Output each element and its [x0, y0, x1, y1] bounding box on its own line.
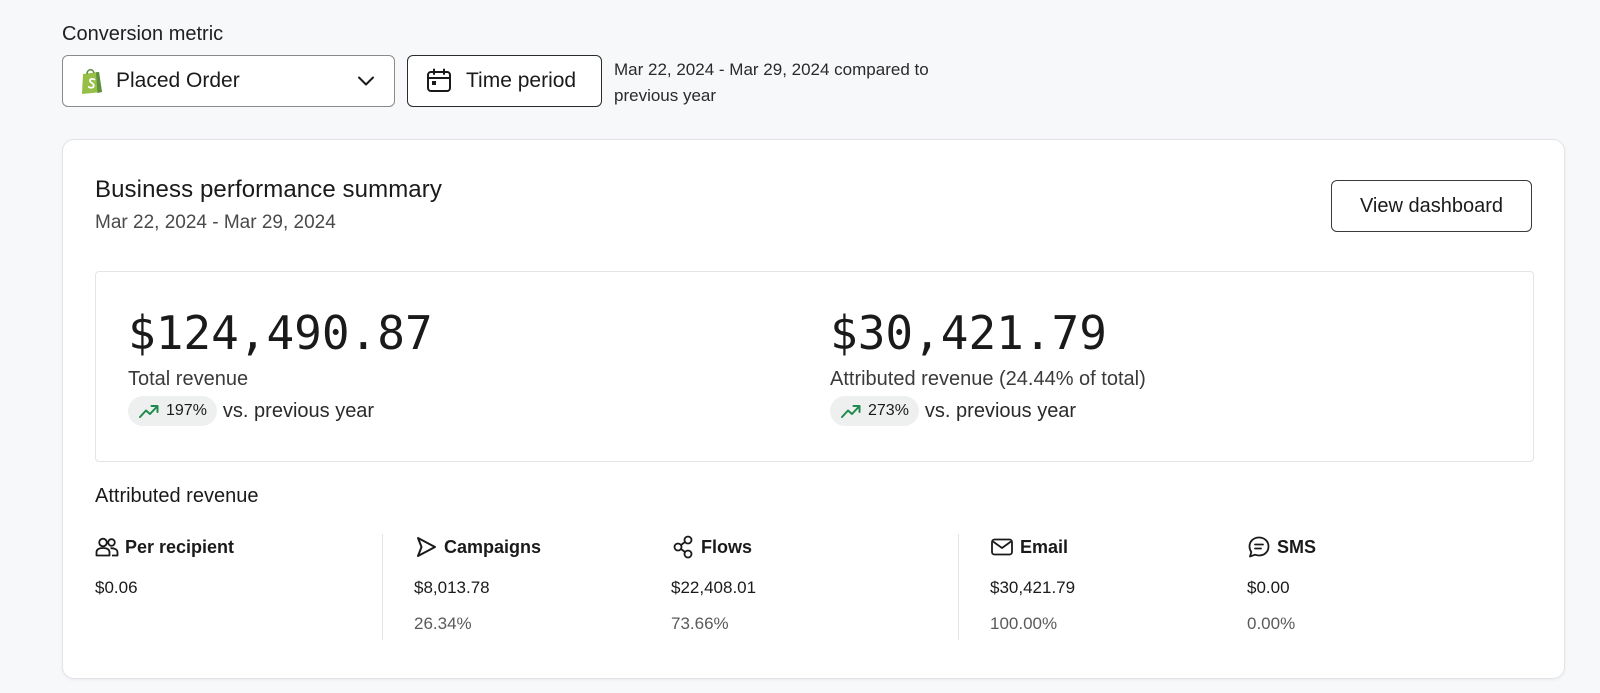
chevron-down-icon — [356, 71, 376, 91]
time-period-label: Time period — [466, 69, 577, 92]
revenue-stats-box: $124,490.87 Total revenue 197% vs. previ… — [95, 271, 1534, 462]
breakdown-percent: 26.34% — [414, 614, 472, 633]
breakdown-value: $0.00 — [1247, 578, 1290, 597]
shopify-bag-icon — [79, 67, 105, 95]
breakdown-percent: 73.66% — [671, 614, 729, 633]
breakdown-label: SMS — [1277, 536, 1317, 557]
mail-icon — [990, 535, 1014, 559]
conversion-metric-select[interactable]: Placed Order — [62, 55, 395, 107]
attributed-revenue-section-title: Attributed revenue — [95, 485, 259, 507]
metric-select-value: Placed Order — [116, 69, 240, 92]
business-performance-card: Business performance summary Mar 22, 202… — [62, 139, 1565, 679]
breakdown-sms: SMS $0.00 0.00% — [1247, 534, 1316, 642]
breakdown-label: Campaigns — [444, 536, 542, 557]
breakdown-email: Email $30,421.79 100.00% — [990, 534, 1075, 642]
sms-icon — [1247, 535, 1271, 559]
comparison-period-text: Mar 22, 2024 - Mar 29, 2024 compared to … — [614, 60, 929, 105]
flows-icon — [671, 535, 695, 559]
attributed-revenue-breakdown: Per recipient $0.06 Campaigns $8,013.78 … — [95, 534, 1534, 642]
breakdown-per-recipient: Per recipient $0.06 — [95, 534, 234, 642]
breakdown-label: Flows — [701, 536, 753, 557]
conversion-metric-label: Conversion metric — [62, 23, 224, 45]
send-icon — [414, 535, 438, 559]
breakdown-percent: 100.00% — [990, 614, 1058, 633]
breakdown-percent: 0.00% — [1247, 614, 1296, 633]
column-divider — [382, 534, 383, 640]
breakdown-campaigns: Campaigns $8,013.78 26.34% — [414, 534, 541, 642]
trending-up-icon — [840, 402, 862, 420]
breakdown-value: $0.06 — [95, 578, 138, 597]
comparison-label: vs. previous year — [222, 399, 375, 422]
total-revenue-label: Total revenue — [128, 368, 249, 390]
time-period-button[interactable]: Time period — [407, 55, 602, 107]
attributed-revenue-label: Attributed revenue (24.44% of total) — [830, 368, 1146, 390]
breakdown-value: $8,013.78 — [414, 578, 490, 597]
column-divider — [958, 534, 959, 640]
total-revenue-change: 197% vs. previous year — [128, 396, 374, 426]
breakdown-flows: Flows $22,408.01 73.66% — [671, 534, 756, 642]
attributed-revenue-change: 273% vs. previous year — [830, 396, 1076, 426]
view-dashboard-button[interactable]: View dashboard — [1331, 180, 1532, 232]
card-title: Business performance summary — [95, 176, 442, 203]
breakdown-label: Per recipient — [125, 536, 235, 557]
comparison-label: vs. previous year — [924, 399, 1077, 422]
breakdown-label: Email — [1020, 536, 1069, 557]
change-badge: 197% — [128, 396, 217, 426]
total-revenue-amount: $124,490.87 — [128, 306, 433, 360]
users-icon — [95, 535, 119, 559]
attributed-revenue-amount: $30,421.79 — [830, 306, 1107, 360]
card-date-range: Mar 22, 2024 - Mar 29, 2024 — [95, 212, 336, 233]
change-percent: 273% — [868, 402, 909, 419]
calendar-icon — [426, 68, 452, 94]
trending-up-icon — [138, 402, 160, 420]
breakdown-value: $22,408.01 — [671, 578, 757, 597]
change-percent: 197% — [166, 402, 207, 419]
change-badge: 273% — [830, 396, 919, 426]
breakdown-value: $30,421.79 — [990, 578, 1076, 597]
